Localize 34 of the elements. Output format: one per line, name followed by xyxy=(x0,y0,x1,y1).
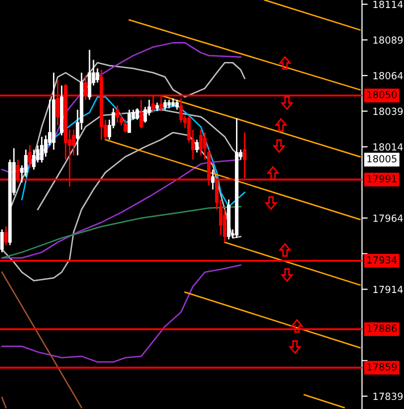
candlestick xyxy=(32,148,36,170)
line-series xyxy=(1,206,242,259)
candlestick xyxy=(40,136,44,164)
y-tick-label: 18114 xyxy=(373,0,403,8)
line-series xyxy=(1,42,242,174)
y-tick-label: 18089 xyxy=(373,36,403,44)
y-tick-label: 17914 xyxy=(373,286,403,294)
candlestick xyxy=(28,144,32,169)
candlestick xyxy=(96,68,100,84)
y-tick-label: 18039 xyxy=(373,108,403,115)
line-series xyxy=(1,264,242,363)
y-tick-label: 17839 xyxy=(373,392,403,400)
candlestick xyxy=(0,228,4,253)
line-series xyxy=(21,96,246,208)
annotation: 18005 xyxy=(367,155,396,162)
ref-line-label: 17991 xyxy=(367,175,396,182)
ref-line-label: 18050 xyxy=(367,90,397,98)
candlestick xyxy=(139,99,143,129)
candlestick xyxy=(175,99,179,110)
candlestick xyxy=(163,99,167,110)
candlestick xyxy=(136,108,139,120)
candlestick xyxy=(128,109,132,134)
y-tick-label: 18064 xyxy=(373,72,403,80)
ref-line-label: 17859 xyxy=(367,363,397,370)
candlestick xyxy=(116,104,120,124)
ref-line-label: 17886 xyxy=(367,324,397,332)
ref-line-label: 17934 xyxy=(367,256,397,264)
line-series xyxy=(1,158,242,259)
candlestick xyxy=(211,168,215,190)
candlestick xyxy=(199,128,203,156)
candlestick xyxy=(4,226,8,246)
y-tick-label: 17964 xyxy=(373,214,403,222)
y-tick-label: 18014 xyxy=(373,143,403,151)
candlestick xyxy=(195,138,199,154)
